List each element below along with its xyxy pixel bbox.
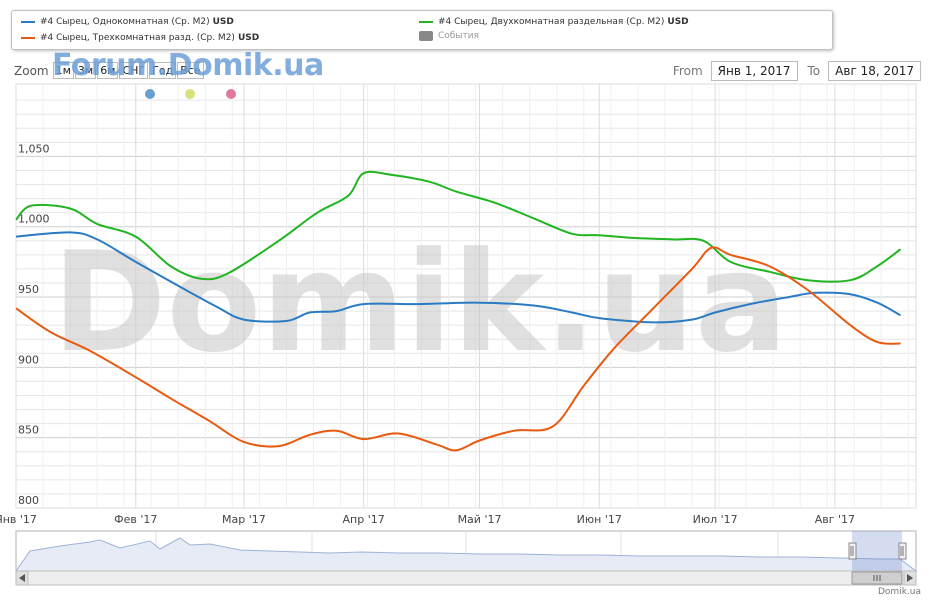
zoom-selector: Zoom 1м 3м 6м СНГ Год Все [14,62,204,79]
event-markers [145,89,236,99]
navigator-year-label: 2016 [778,557,806,570]
navigator-year-label: 2014 [621,557,649,570]
date-range-selector: From Янв 1, 2017 To Авг 18, 2017 [673,61,921,81]
legend-item-1room[interactable]: #4 Сырец, Однокомнатная (Ср. M2) USD [21,17,234,27]
navigator-area [15,537,918,572]
zoom-button-ytd[interactable]: СНГ [119,62,149,79]
navigator-year-label: 2012 [466,557,494,570]
zoom-button-all[interactable]: Все [177,62,204,79]
legend-unit: USD [667,17,689,27]
navigator-handle[interactable] [848,542,857,560]
x-tick-label: Авг '17 [815,513,855,526]
legend-item-3room[interactable]: #4 Сырец, Трехкомнатная разд. (Ср. M2) U… [21,33,259,43]
legend-unit: USD [237,33,260,43]
legend-swatch-green [419,21,433,23]
x-tick-label: Мар '17 [222,513,266,526]
chart-legend: #4 Сырец, Однокомнатная (Ср. M2) USD #4 … [11,10,833,50]
navigator-year-label: 2010 [312,557,340,570]
grid-lines [15,83,917,509]
zoom-button-1m[interactable]: 1м [52,62,74,79]
to-date-input[interactable]: Авг 18, 2017 [828,61,921,81]
legend-swatch-orange [21,37,35,39]
series-line-1[interactable] [15,170,902,283]
legend-label: #4 Сырец, Однокомнатная (Ср. M2) [40,17,210,27]
zoom-button-3m[interactable]: 3м [74,62,97,79]
y-axis-labels: 800 850 900 950 1,000 1,050 [18,142,50,507]
navigator-frame[interactable] [15,530,917,572]
series-line-2[interactable] [15,246,901,452]
x-tick-label: Май '17 [458,513,502,526]
events-icon [419,31,433,41]
scroll-right-button[interactable] [903,570,917,586]
scroll-left-arrow-icon [19,574,25,582]
from-label: From [672,64,703,78]
legend-item-events[interactable]: События [419,31,479,41]
legend-label: #4 Сырец, Двухкомнатная раздельная (Ср. … [438,17,665,27]
plot-border [15,83,917,509]
zoom-label: Zoom [14,63,49,78]
series-line-0[interactable] [15,231,901,324]
x-tick-label: Апр '17 [343,513,385,526]
legend-swatch-blue [21,21,35,23]
series-lines [15,170,902,452]
event-dot[interactable] [226,89,236,99]
y-tick-label: 950 [18,283,39,296]
to-label: To [807,64,821,78]
zoom-button-1y[interactable]: Год [149,62,177,79]
scroll-left-button[interactable] [15,570,29,586]
y-tick-label: 850 [18,424,39,437]
navigator: 2008 2010 2012 2014 2016 [15,530,918,586]
x-tick-label: Фев '17 [114,513,157,526]
scrollbar-thumb[interactable] [851,571,903,585]
attribution: Domik.ua [878,587,921,597]
center-watermark: Domik.ua [52,222,788,383]
navigator-year-label: 2008 [156,557,184,570]
legend-unit: USD [212,17,234,27]
navigator-scrollbar[interactable] [15,570,917,586]
x-tick-label: Янв '17 [0,513,37,526]
legend-item-2room[interactable]: #4 Сырец, Двухкомнатная раздельная (Ср. … [419,17,689,27]
event-dot[interactable] [185,89,195,99]
navigator-handle[interactable] [898,542,907,560]
x-tick-label: Июл '17 [693,513,738,526]
x-tick-label: Июн '17 [577,513,622,526]
event-dot[interactable] [145,89,155,99]
zoom-button-6m[interactable]: 6м [97,62,119,79]
legend-events-label: События [438,31,479,41]
scroll-right-arrow-icon [907,574,913,582]
navigator-selection[interactable] [852,531,902,571]
y-tick-label: 1,000 [18,213,50,226]
y-tick-label: 800 [18,494,39,507]
legend-label: #4 Сырец, Трехкомнатная разд. (Ср. M2) [40,33,235,43]
x-axis-labels: Янв '17 Фев '17 Мар '17 Апр '17 Май '17 Июн '… [0,513,855,526]
y-tick-label: 900 [18,353,39,366]
y-tick-label: 1,050 [18,142,50,155]
from-date-input[interactable]: Янв 1, 2017 [710,61,798,81]
